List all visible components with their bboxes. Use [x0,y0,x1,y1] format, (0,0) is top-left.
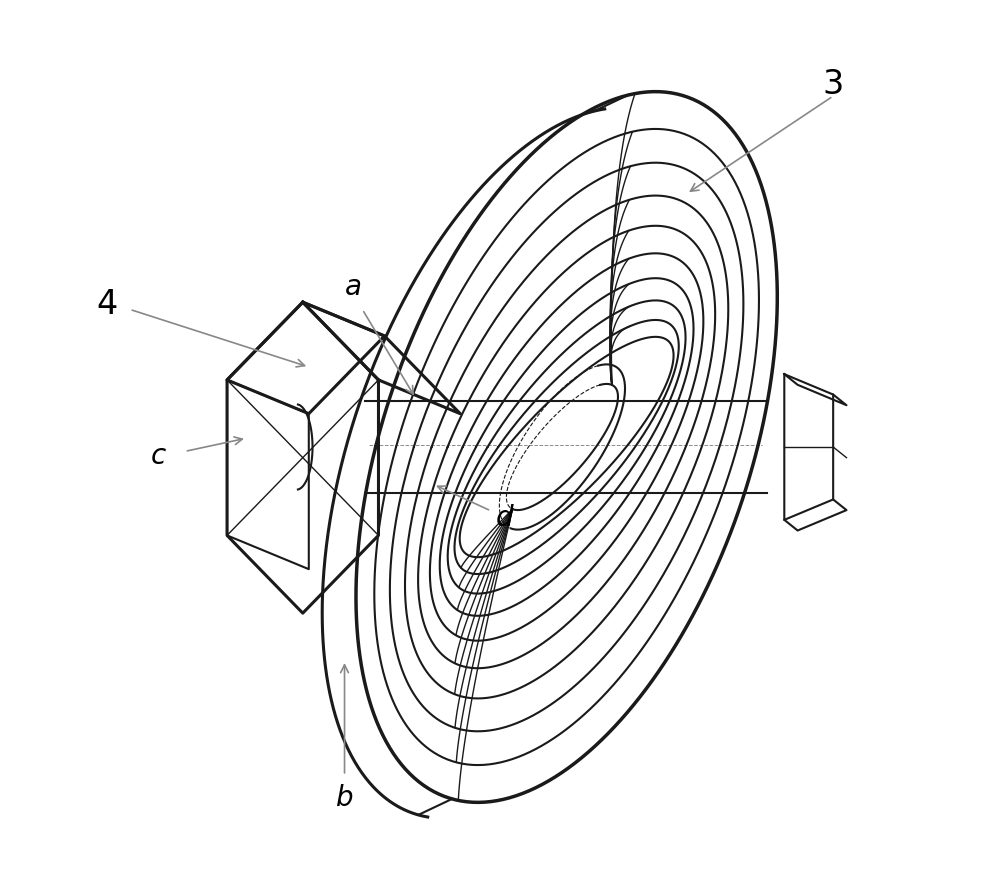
Text: b: b [336,784,353,812]
Text: 3: 3 [823,68,844,101]
Text: a: a [345,273,362,301]
Text: c: c [150,442,166,470]
Text: 4: 4 [97,289,118,321]
Text: d: d [496,504,513,532]
